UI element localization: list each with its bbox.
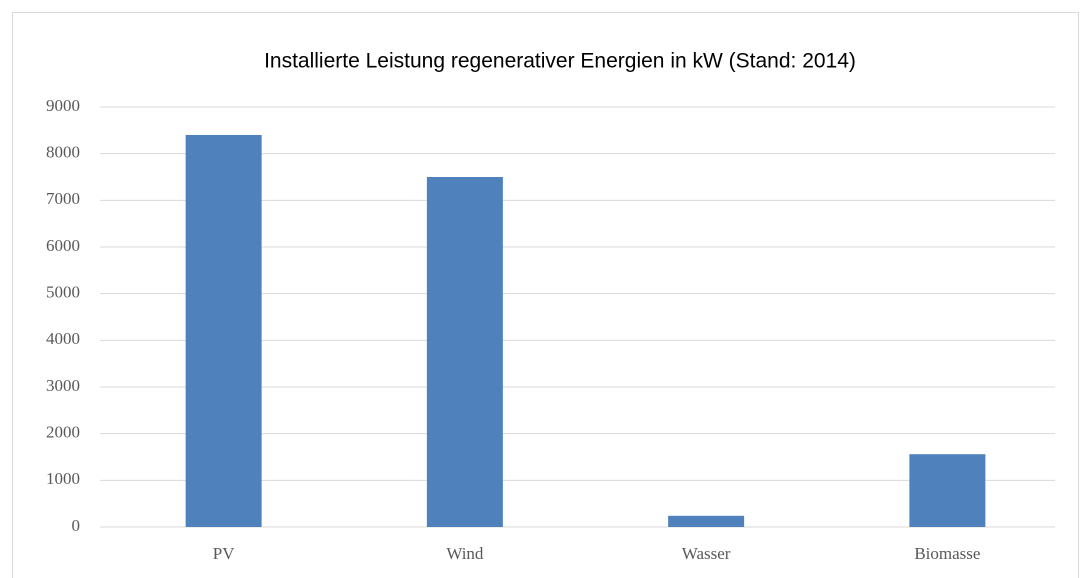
bar bbox=[185, 135, 262, 527]
y-tick-label: 9000 bbox=[46, 96, 80, 115]
bar bbox=[909, 454, 986, 527]
x-tick-label: PV bbox=[213, 544, 235, 563]
x-tick-label: Wasser bbox=[682, 544, 731, 563]
bar bbox=[668, 515, 745, 527]
y-tick-label: 0 bbox=[72, 516, 81, 535]
y-tick-label: 7000 bbox=[46, 189, 80, 208]
bar bbox=[426, 177, 503, 527]
x-tick-label: Biomasse bbox=[914, 544, 980, 563]
y-tick-label: 6000 bbox=[46, 236, 80, 255]
y-tick-label: 1000 bbox=[46, 469, 80, 488]
y-tick-label: 2000 bbox=[46, 423, 80, 442]
chart-title: Installierte Leistung regenerativer Ener… bbox=[264, 50, 856, 73]
y-tick-label: 8000 bbox=[46, 143, 80, 162]
y-tick-label: 3000 bbox=[46, 376, 80, 395]
x-tick-label: Wind bbox=[446, 544, 484, 563]
y-tick-label: 4000 bbox=[46, 329, 80, 348]
y-tick-label: 5000 bbox=[46, 283, 80, 302]
